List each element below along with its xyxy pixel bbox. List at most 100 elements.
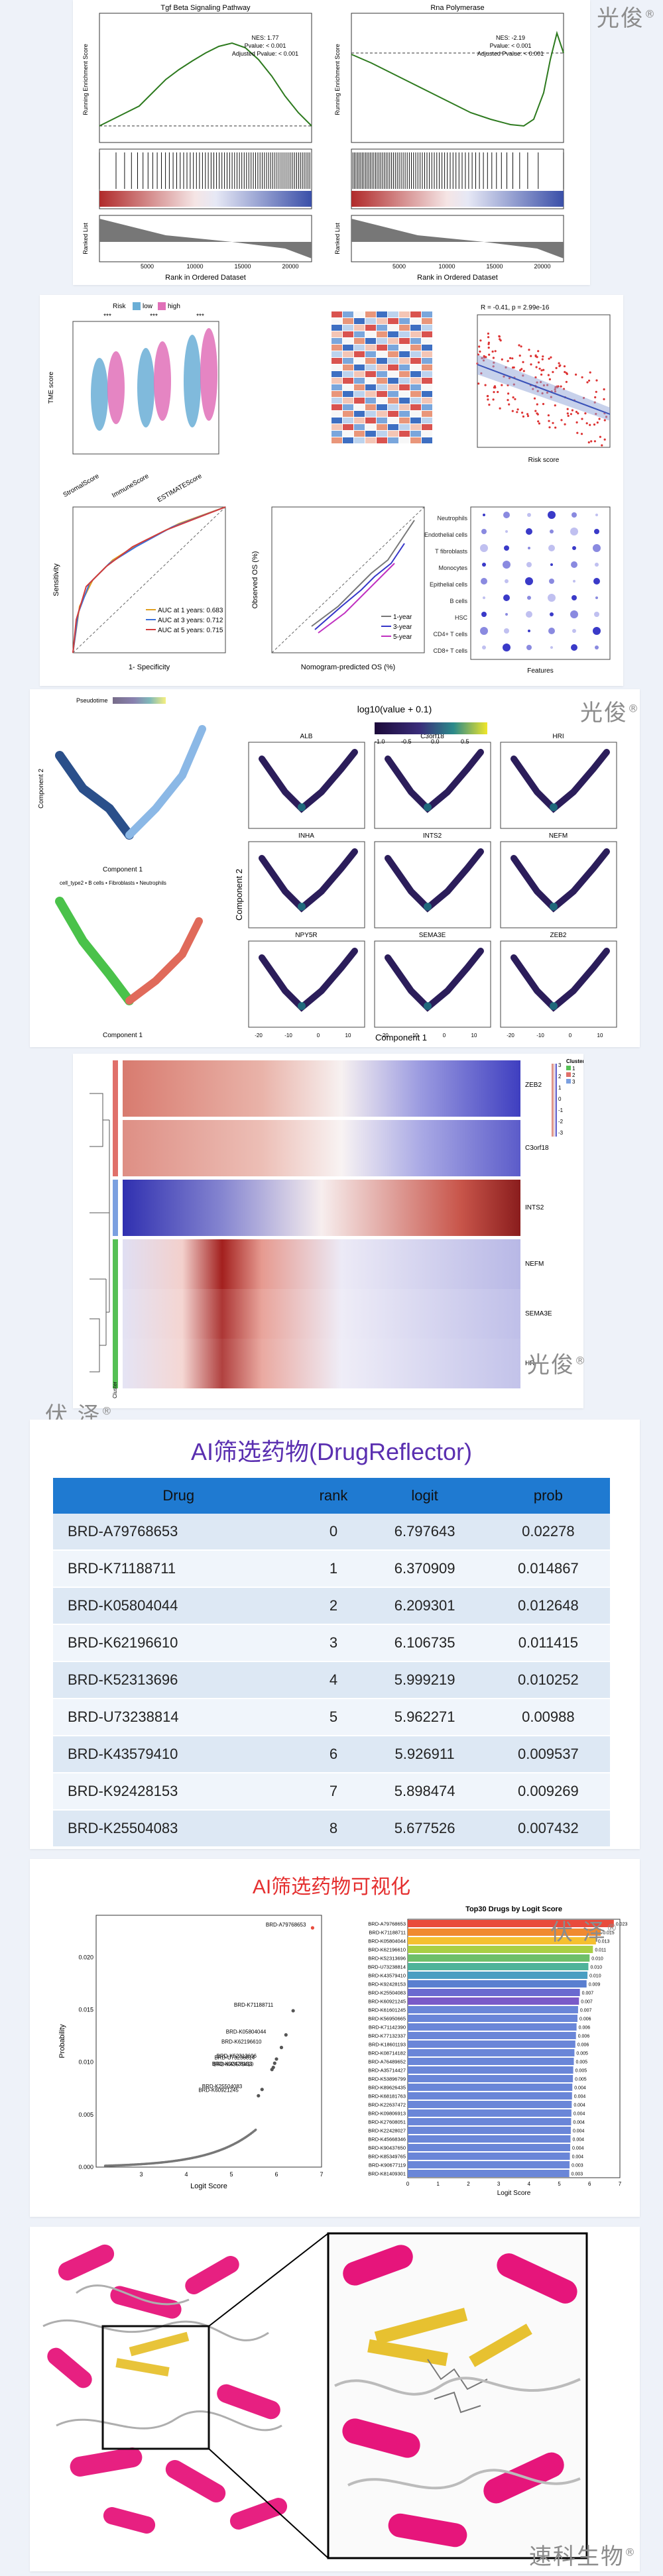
heat-cell: [399, 391, 410, 397]
corr-point: [548, 357, 550, 360]
heat-cell: [410, 331, 421, 337]
bar-value-label: 0.011: [595, 1948, 606, 1953]
corr-point: [554, 404, 556, 407]
heat-cell: [365, 325, 376, 331]
bar: [408, 1997, 579, 2005]
corr-point: [535, 366, 538, 368]
bar: [408, 1972, 588, 1979]
bar-category: BRD-K60921245: [368, 1999, 406, 2005]
bar-value-label: 0.010: [590, 1966, 602, 1970]
heat-cell: [332, 364, 342, 370]
dot-plot-row-label: HSC: [454, 614, 467, 621]
dot: [504, 628, 509, 634]
calib-legend: 3-year: [393, 624, 412, 631]
gsea-left-tick: 10000: [186, 263, 203, 270]
bar: [408, 2023, 577, 2031]
dot: [550, 646, 553, 649]
corr-point: [486, 395, 489, 398]
dot: [572, 629, 576, 633]
heat-cell: [354, 404, 365, 410]
heat-cell: [365, 391, 376, 397]
table-cell: BRD-K52313696: [53, 1661, 304, 1699]
heat-cell: [377, 371, 387, 377]
corr-point: [526, 413, 529, 416]
bar: [408, 2032, 576, 2039]
corr-point: [554, 426, 557, 429]
bar-category: BRD-K71142390: [369, 2025, 406, 2031]
dot-plot-row-label: CD8+ T cells: [433, 647, 467, 654]
bar: [408, 1989, 580, 1996]
dot: [526, 611, 532, 618]
dot: [594, 529, 599, 534]
trajectory-svg: Component 1 Component 2 Pseudotime cell_…: [38, 697, 617, 1042]
scatter-label: BRD-K25504083: [202, 2084, 243, 2090]
heat-cell: [332, 325, 342, 331]
corr-point: [548, 426, 551, 429]
dot: [504, 545, 509, 551]
table-row: BRD-U73238814 5 5.962271 0.00988: [53, 1699, 610, 1736]
table-cell: 6: [304, 1736, 363, 1773]
heat-cell: [332, 318, 342, 324]
bar-value-label: 0.004: [573, 2112, 585, 2117]
gene-label: INHA: [298, 832, 314, 840]
heatmap-gene: C3orf18: [525, 1145, 549, 1152]
heat-cell: [365, 437, 376, 443]
corr-point: [487, 347, 490, 349]
corr-scatter: R = -0.41, p = 2.99e-16 Risk score: [476, 304, 611, 464]
table-cell: 6.370909: [363, 1550, 487, 1588]
dendrogram: [90, 1093, 110, 1372]
corr-point: [520, 368, 523, 370]
corr-point: [507, 399, 509, 402]
scatter-ylabel: Probability: [58, 2024, 66, 2058]
heat-cell: [410, 418, 421, 423]
gene-label: C3orf18: [420, 733, 444, 740]
corr-point: [580, 433, 583, 435]
table-cell: 6.797643: [363, 1514, 487, 1551]
dot: [505, 613, 508, 616]
heat-cell: [343, 411, 353, 417]
dot-plot-row-label: Neutrophils: [437, 515, 467, 522]
scatter-point: [284, 2033, 288, 2037]
heat-cell: [377, 431, 387, 437]
corr-point: [581, 376, 583, 378]
heat-cell: [365, 311, 376, 317]
bar-category: BRD-K62196610: [368, 1947, 406, 1953]
gene-grid: ALB C3orf18 HRI INHA INTS2 NEFM NPY5R -20 -10 0 10…: [248, 733, 617, 1038]
corr-point: [478, 345, 481, 348]
corr-point: [512, 396, 514, 399]
heat-cell: [399, 378, 410, 384]
heat-cell: [377, 318, 387, 324]
heat-cell: [410, 364, 421, 370]
corr-point: [494, 350, 497, 353]
heat-cell: [399, 364, 410, 370]
corr-point: [587, 441, 590, 444]
watermark-reg: ®: [575, 1354, 587, 1367]
corr-point: [542, 355, 544, 358]
scatter-label: BRD-K62196610: [221, 2039, 262, 2045]
heat-cell: [388, 424, 398, 430]
bar: [408, 2015, 577, 2022]
corr-point: [585, 422, 588, 425]
drug-table: Drug rank logit prob BRD-A79768653 0 6.797…: [53, 1478, 610, 1848]
table-row: BRD-K92428153 7 5.898474 0.009269: [53, 1773, 610, 1811]
heat-cell: [377, 404, 387, 410]
heat-cell: [354, 378, 365, 384]
roc-xlabel: 1- Specificity: [129, 663, 170, 671]
bar-xtick: 6: [588, 2181, 591, 2187]
heat-cell: [388, 371, 398, 377]
violin-legend-high: high: [168, 303, 180, 310]
gsea-left-curve: [99, 42, 312, 127]
gsea-left-ylabel: Running Enrichment Score: [82, 44, 89, 115]
heat-cell: [410, 404, 421, 410]
cluster-axis-label: Cluster: [112, 1381, 118, 1398]
table-cell: 0.007432: [486, 1810, 610, 1848]
dot: [570, 610, 578, 618]
corr-point: [522, 370, 525, 372]
heat-cell: [343, 318, 353, 324]
heat-cell: [365, 318, 376, 324]
corr-point: [593, 423, 596, 426]
heat-cell: [388, 431, 398, 437]
corr-point: [565, 380, 568, 383]
dot-plot-row-label: Endothelial cells: [424, 532, 467, 538]
dot-plot-row-label: Monocytes: [438, 565, 467, 571]
